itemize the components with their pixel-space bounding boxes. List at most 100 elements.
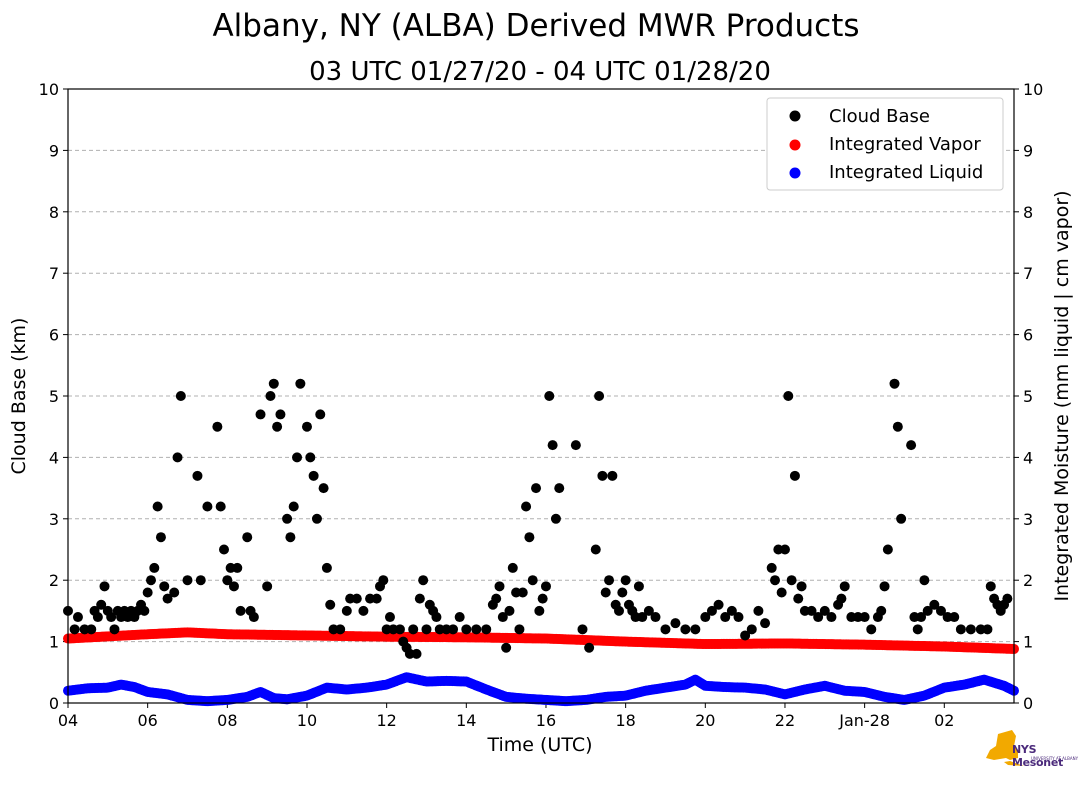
cloud-base-point [813, 612, 824, 623]
cloud-base-point [554, 483, 565, 494]
cloud-base-point [544, 391, 555, 401]
cloud-base-point [955, 624, 966, 635]
cloud-base-point [779, 544, 790, 555]
cloud-base-point [746, 624, 757, 635]
legend-label-integrated-vapor: Integrated Vapor [829, 134, 981, 155]
cloud-base-point [521, 501, 532, 512]
cloud-base-point [507, 562, 518, 573]
legend: Cloud Base Integrated Vapor Integrated L… [766, 97, 1004, 191]
cloud-base-point [305, 452, 316, 463]
cloud-base-point [637, 612, 648, 623]
cloud-base-point [461, 624, 472, 635]
cloud-base-point [92, 612, 103, 623]
cloud-base-point [335, 624, 346, 635]
y-tick-label-right: 1 [1023, 633, 1033, 652]
y-tick-label-left: 9 [49, 141, 59, 160]
cloud-base-point [733, 612, 744, 623]
cloud-base-point [786, 575, 797, 586]
cloud-base-point [311, 513, 322, 524]
cloud-base-point [268, 378, 279, 389]
cloud-base-point [949, 612, 960, 623]
chart-subtitle: 03 UTC 01/27/20 - 04 UTC 01/28/20 [309, 57, 771, 87]
cloud-base-point [517, 587, 528, 598]
y-axis-ticks: 0 0 1 1 2 2 3 3 4 4 5 5 6 6 7 7 8 8 9 9 10 10 [39, 80, 1044, 713]
cloud-base-point [614, 605, 625, 616]
cloud-base-point [597, 470, 608, 481]
cloud-base-point [826, 612, 837, 623]
cloud-base-point [912, 624, 923, 635]
legend-marker-integrated-liquid [789, 167, 801, 179]
cloud-base-point [650, 612, 661, 623]
y-tick-label-right: 7 [1023, 264, 1033, 283]
cloud-base-point [866, 624, 877, 635]
cloud-base-point [202, 501, 213, 512]
cloud-base-point [142, 587, 153, 598]
cloud-base-point [99, 581, 110, 592]
cloud-base-point [418, 575, 429, 586]
cloud-base-point [660, 624, 671, 635]
cloud-base-point [982, 624, 993, 635]
cloud-base-point [620, 575, 631, 586]
cloud-base-point [145, 575, 156, 586]
cloud-base-point [106, 612, 117, 623]
cloud-base-point [577, 624, 588, 635]
x-tick-label: Jan-28 [838, 711, 890, 730]
y-tick-label-right: 10 [1023, 80, 1043, 99]
cloud-base-point [760, 618, 771, 629]
cloud-base-point [584, 642, 595, 653]
cloud-base-point [680, 624, 691, 635]
cloud-base-point [275, 409, 286, 420]
cloud-base-point [720, 612, 731, 623]
cloud-base-point [547, 440, 558, 451]
cloud-base-point [182, 575, 193, 586]
cloud-base-point [248, 612, 259, 623]
cloud-base-point [235, 605, 246, 616]
cloud-base-point [550, 513, 561, 524]
cloud-base-point [169, 587, 180, 598]
cloud-base-point [740, 630, 751, 641]
cloud-base-point [537, 593, 548, 604]
x-tick-label: 10 [297, 711, 317, 730]
cloud-base-point [321, 562, 332, 573]
cloud-base-point [491, 593, 502, 604]
cloud-base-point [109, 624, 120, 635]
cloud-base-point [192, 470, 203, 481]
new-york-state-icon [986, 730, 1024, 766]
cloud-base-point [408, 624, 419, 635]
y-tick-label-right: 4 [1023, 448, 1033, 467]
cloud-base-point [325, 599, 336, 610]
cloud-base-point [341, 605, 352, 616]
cloud-base-point [232, 562, 243, 573]
cloud-base-point [929, 599, 940, 610]
cloud-base-point [789, 470, 800, 481]
y-tick-label-right: 5 [1023, 387, 1033, 406]
y-tick-label-right: 0 [1023, 694, 1033, 713]
cloud-base-point [922, 605, 933, 616]
y-tick-label-left: 0 [49, 694, 59, 713]
cloud-base-point [212, 421, 223, 432]
cloud-base-point [600, 587, 611, 598]
y-tick-label-right: 3 [1023, 510, 1033, 529]
cloud-base-point [351, 593, 362, 604]
cloud-base-point [481, 624, 492, 635]
x-tick-label: 02 [934, 711, 954, 730]
logo-label: NYS Mesonet [1012, 743, 1063, 769]
cloud-base-point [859, 612, 870, 623]
cloud-base-point [783, 391, 794, 401]
cloud-base-point [494, 581, 505, 592]
x-tick-label: 18 [615, 711, 635, 730]
x-axis-label: Time (UTC) [486, 734, 592, 756]
cloud-base-point [916, 612, 927, 623]
cloud-base-point [935, 605, 946, 616]
cloud-base-point [876, 605, 887, 616]
cloud-base-point [700, 612, 711, 623]
chart-title: Albany, NY (ALBA) Derived MWR Products [212, 8, 859, 44]
plot-frame [67, 88, 1015, 704]
cloud-base-point [295, 378, 306, 389]
x-tick-label: 12 [376, 711, 396, 730]
cloud-base-point [448, 624, 459, 635]
cloud-base-point [394, 624, 405, 635]
cloud-base-point [617, 587, 628, 598]
x-tick-label: 04 [58, 711, 78, 730]
